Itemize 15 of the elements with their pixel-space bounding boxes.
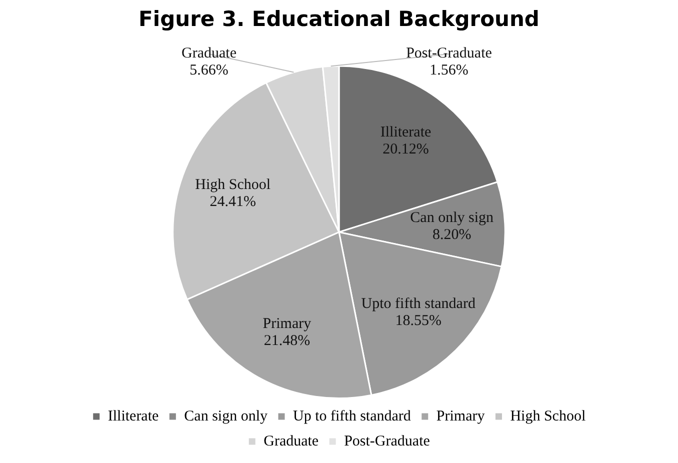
legend-label: Graduate [264, 433, 319, 450]
data-label: Primary 21.48% [262, 316, 312, 349]
legend-label: Primary [436, 408, 486, 424]
data-label: Can only sign 8.20% [410, 210, 494, 244]
data-label: High School 24.41% [195, 176, 271, 210]
data-label: Illiterate 20.12% [380, 124, 432, 158]
data-label: Post-Graduate 1.56% [406, 45, 492, 78]
data-label: Graduate 5.66% [182, 45, 237, 78]
legend-label: High School [510, 408, 586, 424]
legend-label: Post-Graduate [344, 433, 430, 450]
legend-label: Can sign only [184, 408, 268, 424]
legend-label: Illiterate [108, 408, 160, 424]
data-label: Upto fifth standard 18.55% [361, 296, 476, 329]
legend-label: Up to fifth standard [293, 408, 412, 424]
chart-title: Figure 3. Educational Background [138, 7, 540, 32]
